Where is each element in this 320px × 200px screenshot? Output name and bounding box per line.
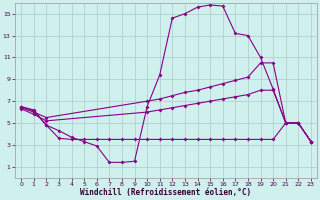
X-axis label: Windchill (Refroidissement éolien,°C): Windchill (Refroidissement éolien,°C) (80, 188, 252, 197)
